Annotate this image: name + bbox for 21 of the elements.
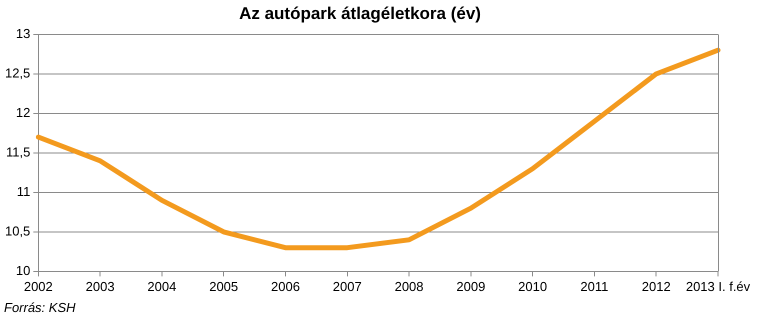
text: Forrás: KSH — [4, 300, 76, 315]
y-tick-label: 13 — [16, 26, 30, 41]
x-tick-label: 2008 — [394, 278, 424, 294]
x-tick-label: 2010 — [518, 278, 548, 294]
y-tick-label: 10,5 — [4, 223, 30, 238]
x-tick-label: 2012 — [642, 278, 671, 294]
x-tick-label: 2011 — [580, 278, 608, 294]
chart-title: Az autópark átlagéletkora (év) — [239, 4, 481, 23]
x-tick-label: 2006 — [271, 278, 300, 294]
y-tick-label: 11 — [16, 184, 30, 199]
x-tick-label: 2005 — [209, 278, 238, 294]
y-tick-label: 12,5 — [4, 65, 30, 80]
x-tick-label: 2003 — [86, 278, 115, 294]
x-tick-label: 2013 I. f.év — [686, 278, 751, 294]
y-tick-label: 10 — [16, 262, 30, 278]
y-tick-label: 12 — [16, 104, 30, 120]
y-tick-label: 11,5 — [6, 144, 30, 160]
x-tick-label: 2002 — [24, 278, 53, 294]
x-tick-label: 2004 — [147, 278, 176, 294]
x-tick-label: 2007 — [332, 278, 362, 294]
x-tick-label: 2009 — [456, 278, 486, 294]
